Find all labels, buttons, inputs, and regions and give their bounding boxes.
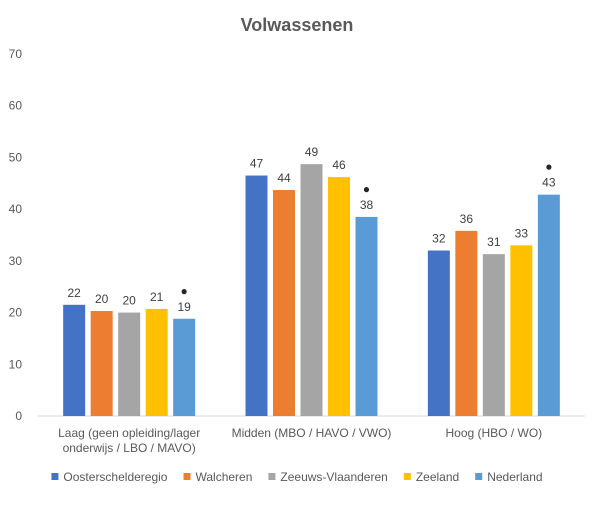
data-label: 49 <box>305 145 319 159</box>
bar-oosterschelderegio <box>245 175 268 416</box>
data-label: 20 <box>122 294 136 308</box>
data-label: 22 <box>67 286 81 300</box>
y-tick-label: 70 <box>9 47 23 61</box>
bar-walcheren <box>273 190 295 416</box>
data-label: 38 <box>360 198 374 212</box>
data-label: 36 <box>460 212 474 226</box>
data-label: 47 <box>250 157 264 171</box>
bar-oosterschelderegio <box>427 250 450 416</box>
bar-zeeuws-vlaanderen <box>482 254 505 416</box>
legend-label: Nederland <box>487 470 542 484</box>
x-category-label: Hoog (HBO / WO) <box>445 426 542 440</box>
bar-nederland <box>355 216 378 416</box>
data-label: 46 <box>332 158 346 172</box>
bar-walcheren <box>90 311 113 416</box>
legend-swatch <box>268 473 276 480</box>
data-label: 21 <box>150 290 164 304</box>
data-label: 43 <box>542 176 556 190</box>
y-axis: 0 10 20 30 40 50 60 70 <box>9 47 23 423</box>
significance-marker: ● <box>363 182 370 196</box>
bar-zeeland <box>328 177 350 416</box>
bar-zeeuws-vlaanderen <box>118 312 141 416</box>
data-label: 44 <box>277 171 291 185</box>
y-tick-label: 60 <box>9 99 23 113</box>
bar-walcheren <box>455 230 478 416</box>
bar-oosterschelderegio <box>63 304 86 416</box>
chart-title: Volwassenen <box>241 15 354 35</box>
bars-layer: 22 20 20 21 19 ● 47 44 49 46 38 ● 32 36 31 33 43 ● <box>63 145 560 416</box>
legend-swatch <box>475 473 483 480</box>
significance-marker: ● <box>181 284 188 298</box>
bar-zeeland <box>145 308 168 416</box>
bar-nederland <box>173 318 196 416</box>
x-category-label: Midden (MBO / HAVO / VWO) <box>232 426 392 440</box>
bar-nederland <box>537 194 560 416</box>
legend-swatch <box>51 473 59 480</box>
y-tick-label: 0 <box>15 409 22 423</box>
data-label: 32 <box>432 232 446 246</box>
data-label: 31 <box>487 235 501 249</box>
legend-swatch <box>183 473 191 480</box>
significance-marker: ● <box>545 160 552 174</box>
legend-label: Zeeland <box>416 470 459 484</box>
y-tick-label: 30 <box>9 254 23 268</box>
y-tick-label: 50 <box>9 150 23 164</box>
x-category-label: Laag (geen opleiding/lager <box>58 426 200 440</box>
y-tick-label: 20 <box>9 306 23 320</box>
bar-zeeuws-vlaanderen <box>300 164 323 416</box>
y-tick-label: 40 <box>9 202 23 216</box>
legend-label: Zeeuws-Vlaanderen <box>280 470 387 484</box>
data-label: 33 <box>515 226 529 240</box>
legend-label: Oosterschelderegio <box>63 470 167 484</box>
x-category-label: onderwijs / LBO / MAVO) <box>63 441 196 455</box>
bar-zeeland <box>510 245 533 416</box>
legend-swatch <box>403 473 411 480</box>
data-label: 20 <box>95 292 109 306</box>
data-label: 19 <box>177 300 191 314</box>
legend: Oosterschelderegio Walcheren Zeeuws-Vlaand… <box>51 470 543 484</box>
legend-label: Walcheren <box>195 470 252 484</box>
y-tick-label: 10 <box>9 357 23 371</box>
